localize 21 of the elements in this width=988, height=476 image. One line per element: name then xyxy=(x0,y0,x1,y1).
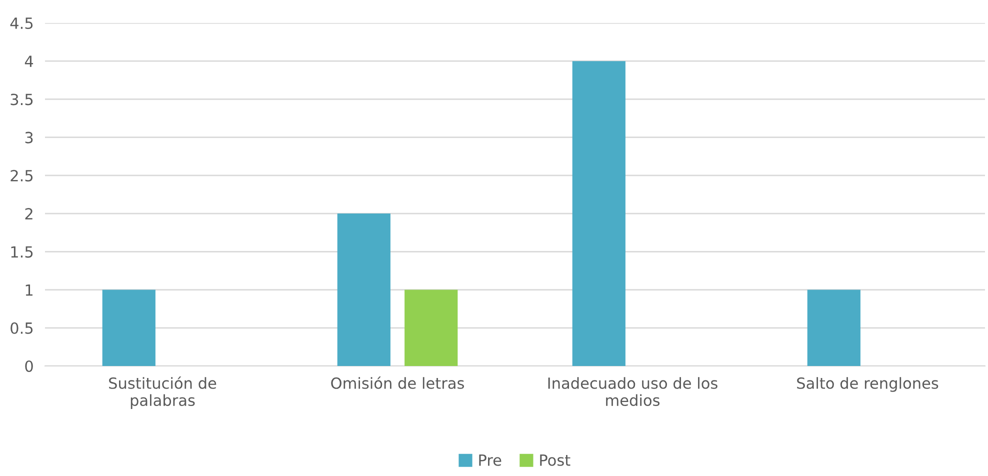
y-tick-label: 0 xyxy=(25,360,33,372)
y-tick-label: 1.5 xyxy=(11,246,33,258)
y-tick-label: 1 xyxy=(26,284,32,296)
y-tick-label: 3.5 xyxy=(10,94,33,106)
legend-label: Post xyxy=(540,454,570,466)
bar xyxy=(807,290,860,366)
x-tick-label: Inadecuado uso de los medios xyxy=(548,377,718,406)
bar xyxy=(572,61,626,366)
bar xyxy=(404,290,458,366)
y-tick-label: 4 xyxy=(24,56,34,67)
y-tick-label: 4.5 xyxy=(10,18,33,30)
y-tick-label: 2 xyxy=(25,208,32,220)
x-tick-label: Omisión de letras xyxy=(331,376,464,389)
bar xyxy=(102,290,156,366)
y-tick-label: 3 xyxy=(25,132,33,144)
x-tick-label: Sustitución de palabras xyxy=(109,376,216,410)
y-tick-label: 0.5 xyxy=(10,322,33,334)
bar xyxy=(337,214,390,366)
legend-label: Pre xyxy=(479,454,502,466)
x-tick-label: Salto de renglones xyxy=(797,377,938,392)
y-tick-label: 2.5 xyxy=(10,170,33,182)
